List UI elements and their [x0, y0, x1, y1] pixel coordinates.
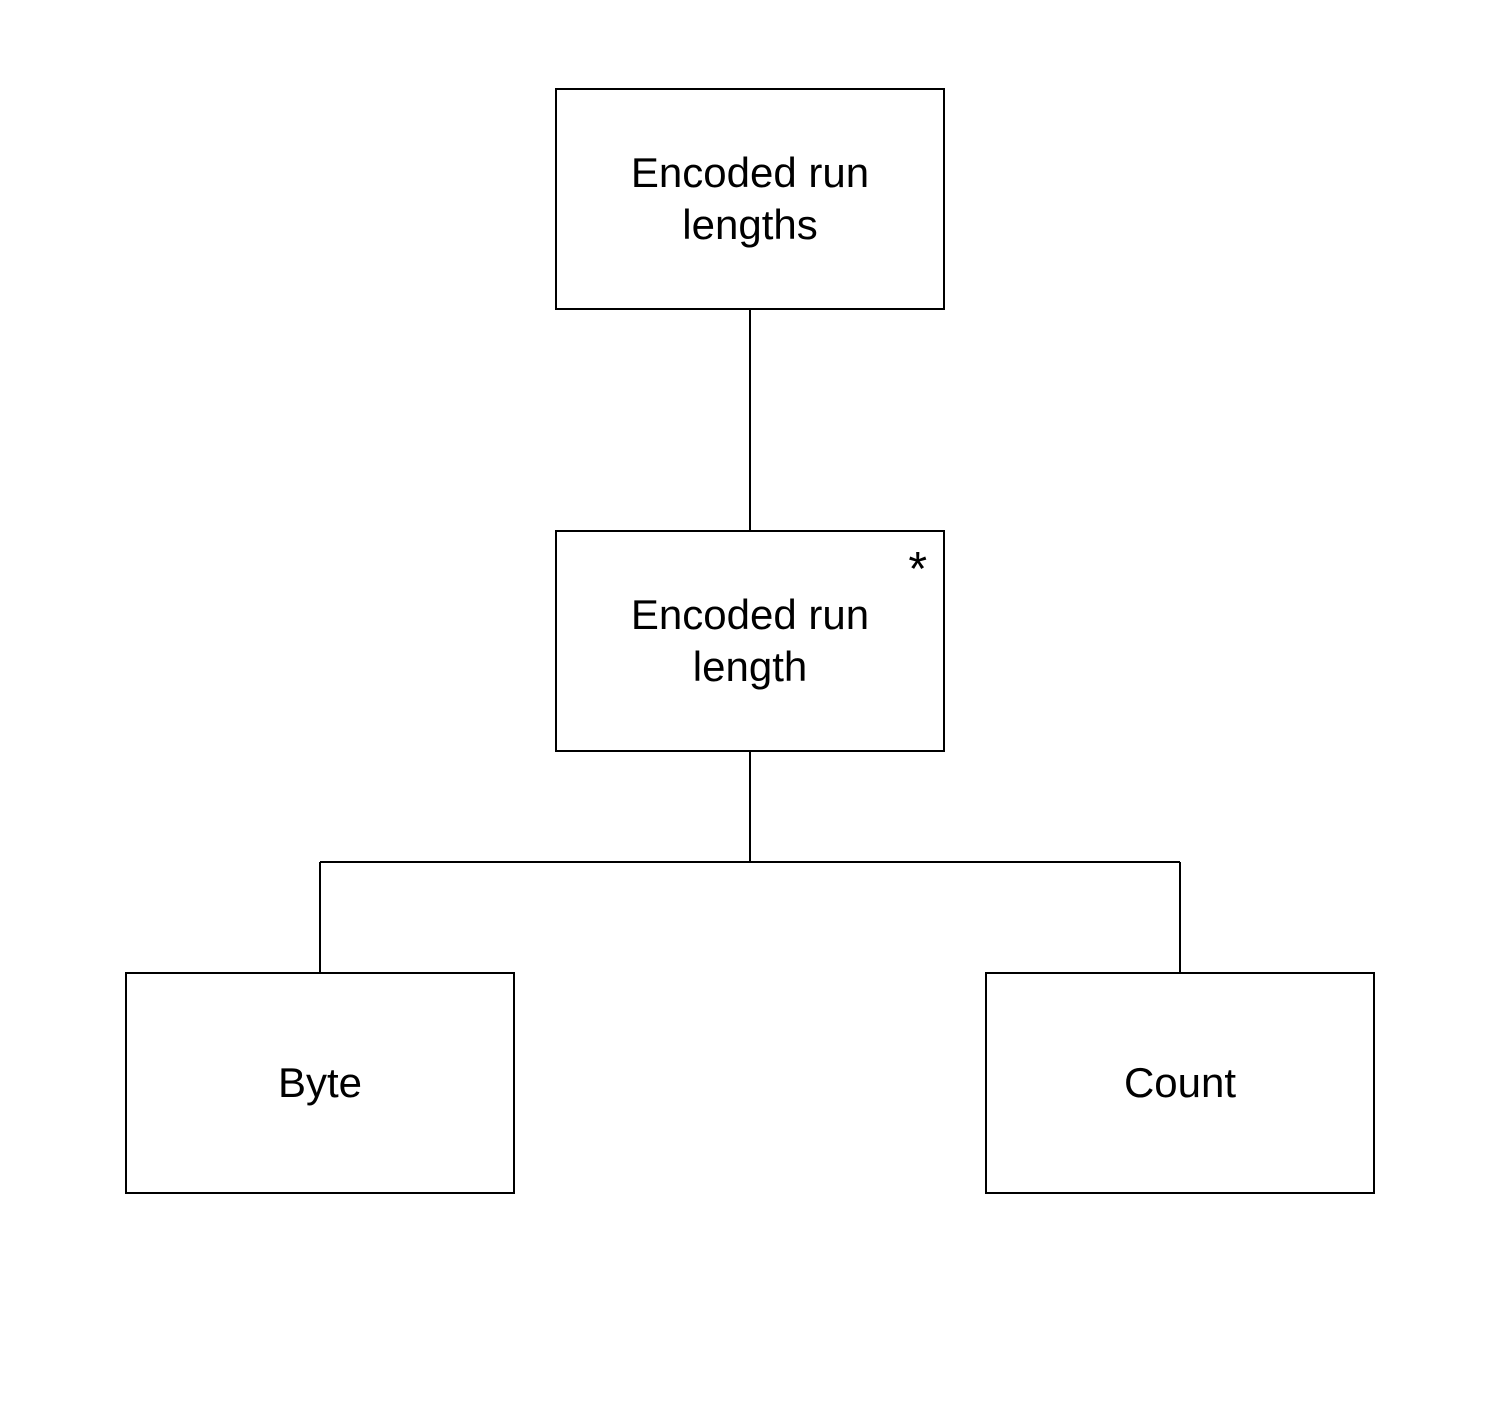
node-mid: Encoded run length *: [555, 530, 945, 752]
node-label-mid: Encoded run length: [631, 589, 869, 694]
node-byte: Byte: [125, 972, 515, 1194]
node-annotation-mid: *: [908, 540, 927, 600]
node-label-count: Count: [1124, 1057, 1236, 1110]
node-label-byte: Byte: [278, 1057, 362, 1110]
node-count: Count: [985, 972, 1375, 1194]
diagram-container: Encoded run lengths Encoded run length * By…: [0, 0, 1500, 1408]
node-label-root: Encoded run lengths: [631, 147, 869, 252]
node-root: Encoded run lengths: [555, 88, 945, 310]
